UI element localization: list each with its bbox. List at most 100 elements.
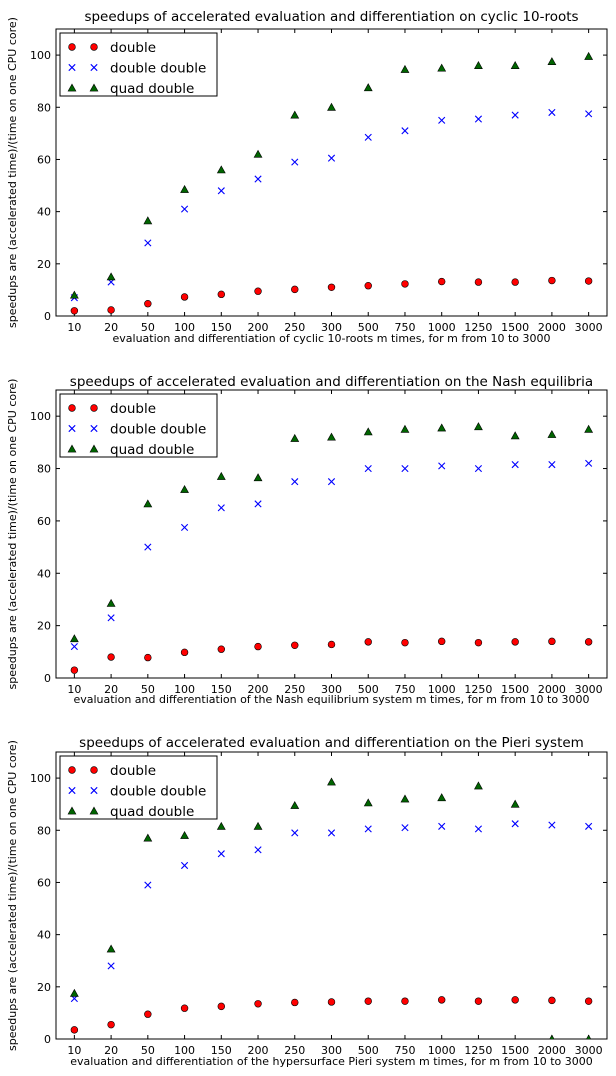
data-point-double-double (254, 500, 262, 508)
data-point-double (401, 997, 409, 1005)
y-tick-label: 20 (37, 620, 51, 633)
y-tick-label: 80 (37, 824, 51, 837)
legend-marker (68, 786, 76, 795)
data-point-double-double (364, 464, 372, 473)
data-point-quad-double (143, 216, 153, 225)
data-point-quad-double (474, 61, 483, 69)
x-tick-label: 1000 (428, 1044, 456, 1057)
data-point-double (438, 277, 446, 286)
y-tick-label: 100 (30, 772, 51, 785)
data-point-double (144, 1010, 152, 1018)
legend-marker (90, 63, 98, 72)
data-point-double (401, 638, 409, 647)
legend-label: double (110, 401, 156, 417)
data-point-double (584, 638, 593, 646)
data-point-double-double (291, 478, 299, 486)
data-point-double-double (254, 846, 262, 854)
data-point-quad-double (400, 424, 410, 433)
data-point-quad-double (363, 798, 373, 807)
legend-marker (90, 43, 98, 51)
legend: double double double quad double (59, 32, 218, 97)
data-point-double-double (254, 175, 262, 183)
x-tick-label: 250 (284, 1044, 305, 1057)
data-point-quad-double (584, 424, 594, 433)
x-tick-label: 100 (174, 683, 195, 696)
data-point-double-double (327, 478, 336, 486)
data-point-quad-double (363, 427, 373, 436)
data-point-quad-double (586, 1034, 592, 1039)
data-point-quad-double (547, 429, 557, 438)
data-point-quad-double (253, 149, 263, 158)
data-point-double (548, 996, 556, 1005)
data-point-double (291, 998, 299, 1007)
data-point-double (438, 637, 446, 646)
data-point-double (291, 285, 299, 294)
y-tick-label: 40 (37, 929, 51, 942)
chart-panel-3: speedups of accelerated evaluation and d… (6, 735, 608, 1068)
legend-label: quad double (110, 81, 194, 97)
data-point-double-double (511, 820, 519, 828)
data-point-quad-double (106, 944, 116, 953)
data-point-quad-double (437, 793, 447, 802)
x-axis-label: evaluation and differentiation of the Na… (73, 693, 589, 706)
data-point-quad-double (180, 184, 189, 193)
legend-marker (90, 766, 98, 774)
data-point-double (364, 997, 372, 1005)
legend-box (59, 393, 218, 458)
data-point-double-double (401, 127, 409, 135)
data-point-double (327, 640, 336, 649)
y-axis-label: speedups are (accelerated time)/(time on… (6, 740, 19, 1051)
y-tick-label: 0 (44, 310, 51, 323)
data-point-double-double (144, 881, 152, 889)
data-point-double-double (438, 116, 446, 124)
legend-marker (90, 424, 98, 433)
data-point-double-double (474, 115, 483, 123)
data-point-double (254, 1000, 262, 1008)
data-point-quad-double (510, 61, 520, 69)
x-tick-label: 500 (358, 683, 379, 696)
legend-marker (67, 806, 77, 815)
x-tick-label: 1500 (501, 1044, 529, 1057)
y-axis-label: speedups are (accelerated time)/(time on… (6, 17, 19, 328)
data-point-double (107, 306, 115, 314)
data-point-double (584, 277, 593, 285)
x-tick-label: 250 (284, 321, 305, 334)
x-tick-label: 300 (321, 1044, 342, 1057)
legend-marker (68, 404, 76, 412)
data-point-double-double (180, 205, 189, 213)
y-axis-label: speedups are (accelerated time)/(time on… (6, 379, 19, 690)
data-point-double-double (401, 464, 409, 473)
data-point-quad-double (363, 83, 373, 92)
data-point-double-double (217, 504, 225, 512)
data-point-double-double (548, 108, 556, 117)
data-point-quad-double (143, 499, 153, 508)
legend-box (59, 755, 218, 820)
chart-panel-2: speedups of accelerated evaluation and d… (6, 374, 608, 706)
legend-marker (90, 786, 98, 795)
data-point-double (291, 641, 299, 649)
x-tick-label: 3000 (575, 1044, 603, 1057)
data-point-double-double (107, 614, 115, 622)
data-point-double (364, 282, 372, 290)
data-point-quad-double (474, 422, 483, 431)
legend-marker (68, 63, 76, 72)
y-tick-label: 20 (37, 258, 51, 271)
data-point-double-double (180, 861, 189, 870)
x-axis-label: evaluation and differentiation of cyclic… (113, 332, 551, 345)
legend-label: double double (110, 784, 206, 800)
data-point-double (511, 996, 519, 1004)
data-point-double-double (144, 543, 152, 551)
x-tick-label: 3000 (575, 683, 603, 696)
data-point-double-double (438, 462, 446, 470)
legend-marker (67, 83, 77, 92)
data-point-quad-double (327, 102, 336, 111)
data-point-double (474, 278, 483, 286)
data-point-double-double (585, 822, 593, 830)
legend-label: double double (110, 61, 206, 77)
x-tick-label: 10 (67, 1044, 81, 1057)
data-point-double-double (511, 461, 519, 469)
x-tick-label: 2000 (538, 1044, 566, 1057)
data-point-double-double (364, 133, 372, 141)
y-tick-label: 60 (37, 876, 51, 889)
data-point-double (548, 276, 556, 285)
